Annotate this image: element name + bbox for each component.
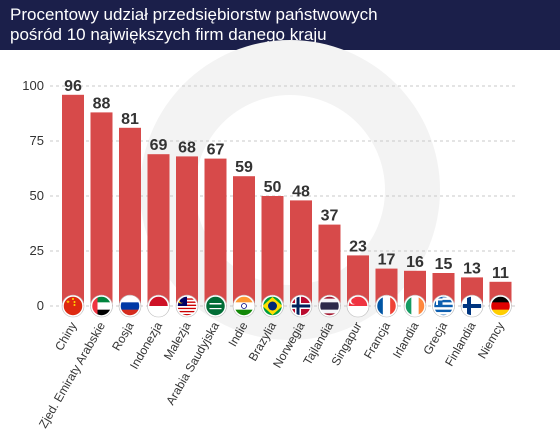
- bar: [90, 112, 113, 307]
- value-label: 48: [292, 183, 310, 200]
- flags: [61, 294, 512, 318]
- value-label: 16: [406, 254, 424, 271]
- flag-ireland-icon: [403, 294, 427, 318]
- flag-russia-icon: [118, 294, 142, 318]
- x-tick-label: Niemcy: [475, 320, 507, 362]
- flag-france-icon: [375, 294, 398, 318]
- value-label: 88: [93, 95, 111, 112]
- bar: [204, 158, 227, 306]
- flag-norway-icon: [289, 294, 313, 318]
- flag-greece-icon: [432, 294, 455, 318]
- bar: [290, 200, 312, 306]
- x-tick-label: Grecja: [420, 319, 450, 357]
- bar: [62, 94, 84, 306]
- flag-malaysia-icon: [175, 294, 199, 318]
- flag-brazil-icon: [261, 294, 284, 318]
- value-label: 23: [349, 238, 367, 255]
- flag-thailand-icon: [318, 294, 341, 318]
- value-label: 67: [207, 142, 225, 159]
- bar: [261, 196, 284, 306]
- flag-finland-icon: [460, 294, 484, 318]
- flag-china-icon: [61, 294, 85, 318]
- value-label: 96: [64, 78, 82, 95]
- bar: [176, 156, 198, 306]
- value-label: 37: [321, 208, 339, 225]
- y-tick-label: 75: [30, 133, 44, 148]
- bar: [147, 154, 170, 306]
- value-label: 11: [492, 265, 509, 282]
- y-tick-label: 50: [30, 188, 44, 203]
- value-label: 50: [264, 179, 282, 196]
- flag-singapore-icon: [346, 294, 370, 318]
- x-tick-label: Chiny: [52, 320, 79, 354]
- flag-india-icon: [232, 294, 256, 318]
- bar: [119, 127, 141, 306]
- bars: [62, 94, 512, 307]
- x-tick-label: Arabia Saudyjska: [163, 319, 222, 407]
- flag-germany-icon: [489, 294, 512, 318]
- value-label: 81: [121, 111, 139, 128]
- y-axis: 0 25 50 75 100: [22, 78, 44, 313]
- bar: [318, 224, 341, 306]
- x-tick-label: Rosja: [109, 319, 137, 353]
- value-label: 13: [463, 260, 481, 277]
- value-label: 68: [178, 139, 196, 156]
- y-tick-label: 25: [30, 243, 44, 258]
- x-tick-label: Irlandia: [390, 319, 422, 360]
- chart-title-line-1: Procentowy udział przedsiębiorstw państw…: [10, 5, 378, 24]
- y-tick-label: 100: [22, 78, 44, 93]
- flag-saudi-arabia-icon: [204, 294, 227, 318]
- value-labels: 96 88 81 69 68 67 59 50 48 37 23 17 16 15 13 11: [64, 78, 509, 282]
- x-tick-label: Francja: [361, 319, 393, 361]
- bar: [347, 255, 369, 306]
- value-label: 17: [378, 252, 396, 269]
- y-tick-label: 0: [37, 298, 44, 313]
- value-label: 15: [435, 256, 453, 273]
- chart-title-line-2: pośród 10 największych firm danego kraju: [10, 25, 327, 44]
- flag-indonesia-icon: [147, 294, 170, 318]
- bar: [233, 176, 255, 306]
- value-label: 59: [235, 159, 253, 176]
- value-label: 69: [150, 137, 168, 154]
- flag-uae-icon: [90, 294, 113, 318]
